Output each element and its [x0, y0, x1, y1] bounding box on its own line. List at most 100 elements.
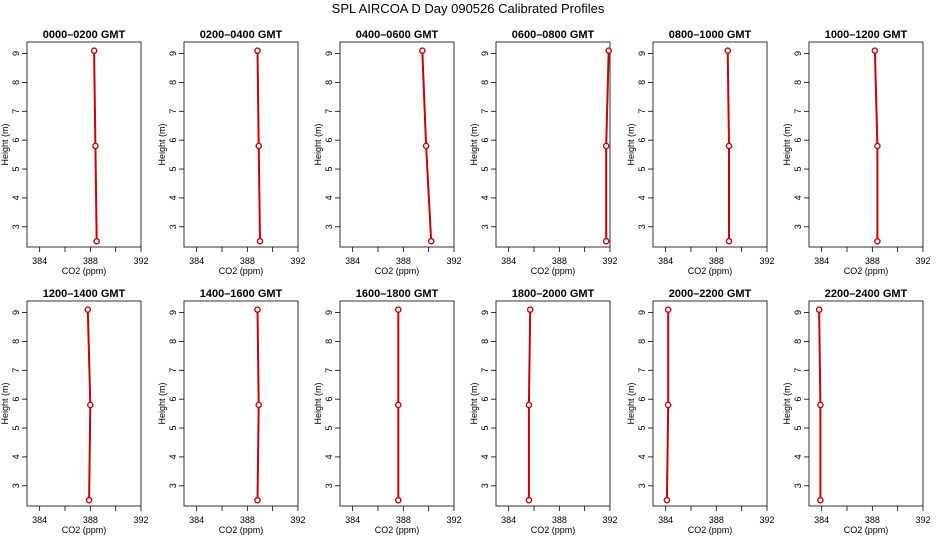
- y-tick-label: 6: [793, 138, 803, 143]
- y-tick-label: 4: [168, 195, 178, 200]
- y-tick-label: 3: [324, 483, 334, 488]
- profile-point: [663, 496, 671, 504]
- y-tick-label: 4: [793, 454, 803, 459]
- profile-point: [874, 237, 881, 245]
- x-tick-label: 388: [396, 515, 411, 525]
- plot-frame: [339, 41, 455, 248]
- profile-point: [664, 401, 672, 409]
- profile-point: [874, 142, 881, 150]
- y-tick-label: 6: [637, 397, 647, 402]
- profile-panel: 1400–1600 GMT 3 4 5 6 7 8 9 384 388 392 CO2 (ppm) He…: [157, 288, 306, 535]
- x-tick-label: 392: [602, 515, 617, 525]
- profile-point: [90, 47, 98, 54]
- x-axis-label: CO2 (ppm): [375, 266, 420, 276]
- profile-point: [254, 306, 261, 313]
- profile-point: [255, 401, 263, 409]
- x-tick-label: 384: [658, 515, 673, 525]
- x-axis-label: CO2 (ppm): [531, 525, 576, 535]
- y-axis-label: Height (m): [0, 382, 10, 424]
- y-tick-label: 6: [793, 397, 803, 402]
- profile-panel: 0200–0400 GMT 3 4 5 6 7 8 9 384 388 392 CO2 (ppm) He…: [157, 29, 306, 276]
- x-axis-label: CO2 (ppm): [531, 266, 576, 276]
- profile-point: [85, 496, 93, 504]
- panel-title: 0400–0600 GMT: [356, 29, 439, 41]
- x-tick-label: 384: [32, 515, 47, 525]
- profile-point: [526, 306, 534, 313]
- y-tick-label: 4: [168, 454, 178, 459]
- y-axis-label: Height (m): [782, 123, 792, 165]
- y-tick-label: 4: [793, 195, 803, 200]
- y-tick-label: 9: [11, 310, 21, 315]
- plot-frame: [495, 41, 611, 248]
- y-axis-label: Height (m): [157, 123, 167, 165]
- profile-panel: 1200–1400 GMT 3 4 5 6 7 8 9 384 388 392 CO2 (ppm) He…: [0, 288, 149, 535]
- profile-point: [725, 142, 733, 150]
- profile-point: [525, 496, 533, 504]
- plot-frame: [183, 300, 299, 507]
- y-tick-label: 7: [168, 109, 178, 114]
- x-tick-label: 388: [865, 515, 880, 525]
- plot-frame: [183, 41, 299, 248]
- profile-point: [255, 142, 263, 150]
- y-tick-label: 8: [793, 80, 803, 85]
- x-tick-label: 384: [345, 515, 360, 525]
- panel-title: 2000–2200 GMT: [669, 288, 752, 300]
- profile-point: [664, 306, 672, 313]
- profile-panel: 0400–0600 GMT 3 4 5 6 7 8 9 384 388 392 CO2 (ppm) He…: [313, 29, 462, 276]
- y-tick-label: 8: [11, 339, 21, 344]
- profile-point: [605, 47, 613, 54]
- y-tick-label: 6: [11, 138, 21, 143]
- y-tick-label: 8: [637, 339, 647, 344]
- x-tick-label: 384: [814, 515, 829, 525]
- panel-title: 0000–0200 GMT: [43, 29, 126, 41]
- y-tick-label: 9: [168, 310, 178, 315]
- y-tick-label: 7: [793, 109, 803, 114]
- x-tick-label: 388: [552, 256, 567, 266]
- profile-panel: 0000–0200 GMT 3 4 5 6 7 8 9 384 388 392 CO2 (ppm) He…: [0, 29, 149, 276]
- plot-frame: [495, 300, 611, 507]
- plot-frame: [652, 41, 768, 248]
- x-tick-label: 392: [133, 515, 148, 525]
- y-tick-label: 7: [480, 368, 490, 373]
- profile-point: [92, 142, 99, 150]
- y-tick-label: 6: [637, 138, 647, 143]
- y-axis-label: Height (m): [782, 382, 792, 424]
- x-tick-label: 384: [501, 515, 516, 525]
- y-tick-label: 5: [11, 167, 21, 172]
- profile-point: [427, 237, 435, 245]
- y-tick-label: 7: [793, 368, 803, 373]
- y-tick-label: 4: [11, 454, 21, 459]
- panel-title: 1000–1200 GMT: [825, 29, 908, 41]
- y-axis-label: Height (m): [469, 382, 479, 424]
- y-tick-label: 3: [793, 224, 803, 229]
- panel-title: 2200–2400 GMT: [825, 288, 908, 300]
- x-tick-label: 392: [133, 256, 148, 266]
- plot-frame: [652, 300, 768, 507]
- profile-point: [394, 496, 402, 504]
- y-tick-label: 4: [324, 195, 334, 200]
- y-tick-label: 6: [168, 138, 178, 143]
- y-tick-label: 6: [480, 138, 490, 143]
- profile-point: [817, 496, 824, 504]
- profile-point: [422, 142, 430, 150]
- y-tick-label: 9: [637, 310, 647, 315]
- x-tick-label: 392: [290, 515, 305, 525]
- profile-point: [602, 142, 610, 150]
- plot-frame: [339, 300, 455, 507]
- profile-panel: 0600–0800 GMT 3 4 5 6 7 8 9 384 388 392 CO2 (ppm) He…: [469, 29, 618, 276]
- profile-panel: 0800–1000 GMT 3 4 5 6 7 8 9 384 388 392 CO2 (ppm) He…: [626, 29, 775, 276]
- panel-title: 0200–0400 GMT: [200, 29, 283, 41]
- y-tick-label: 6: [480, 397, 490, 402]
- y-tick-label: 5: [793, 426, 803, 431]
- y-tick-label: 9: [324, 310, 334, 315]
- y-tick-label: 3: [637, 224, 647, 229]
- y-axis-label: Height (m): [313, 123, 323, 165]
- y-tick-label: 5: [324, 167, 334, 172]
- profile-panel: 1800–2000 GMT 3 4 5 6 7 8 9 384 388 392 CO2 (ppm) He…: [469, 288, 618, 535]
- y-tick-label: 4: [480, 454, 490, 459]
- x-tick-label: 392: [915, 515, 930, 525]
- plot-frame: [26, 41, 142, 248]
- y-tick-label: 5: [480, 426, 490, 431]
- profile-point: [602, 237, 610, 245]
